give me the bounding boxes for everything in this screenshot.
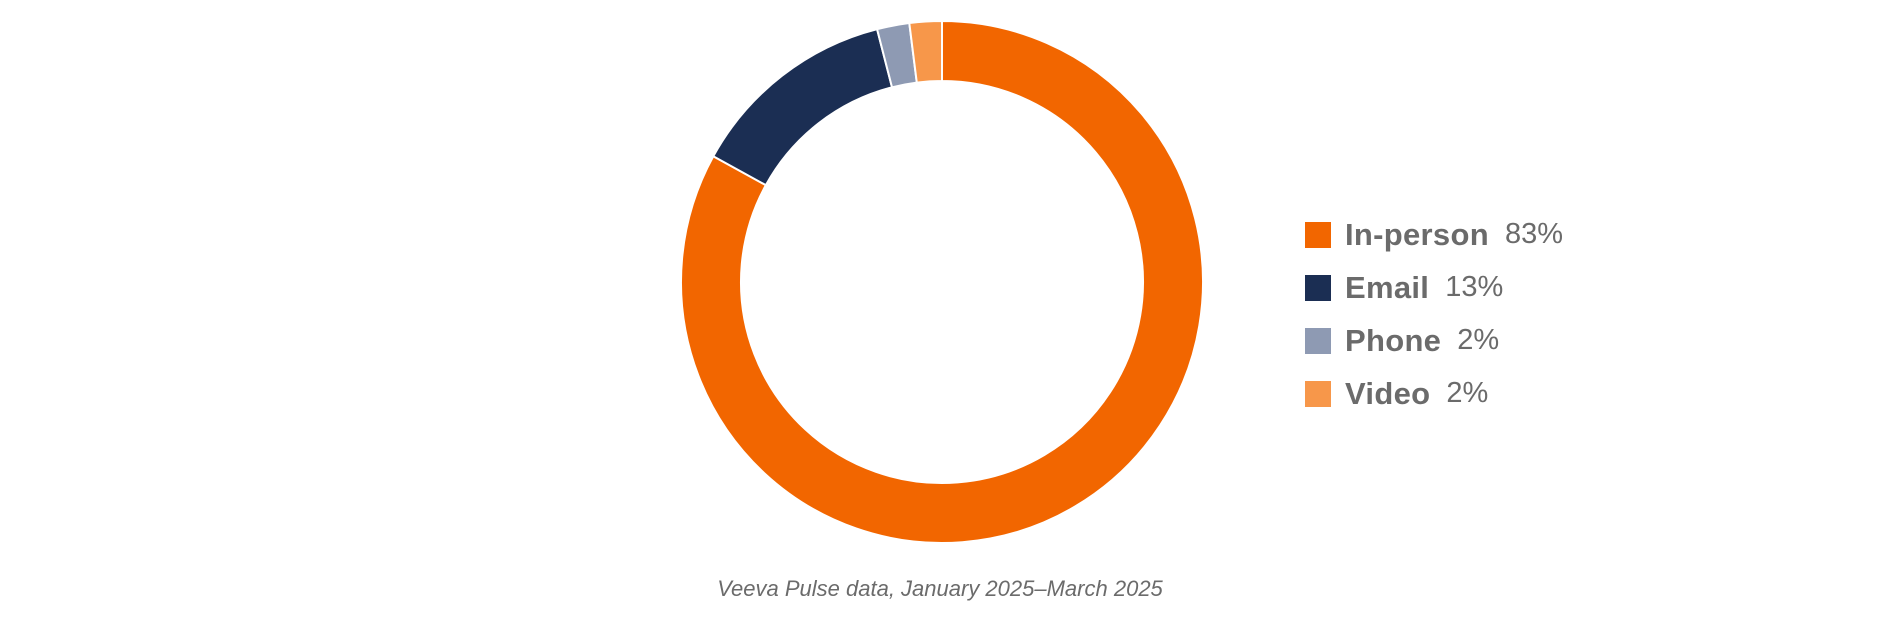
legend-swatch-in-person <box>1305 222 1331 248</box>
legend-swatch-video <box>1305 381 1331 407</box>
legend-value-email: 13% <box>1445 271 1503 304</box>
legend-label-in-person: In-person <box>1345 217 1489 253</box>
donut-slice-email <box>713 29 892 185</box>
legend-value-phone: 2% <box>1457 324 1499 357</box>
legend-value-in-person: 83% <box>1505 218 1563 251</box>
legend-item-email: Email 13% <box>1305 261 1563 314</box>
legend-item-video: Video 2% <box>1305 367 1563 420</box>
legend-label-video: Video <box>1345 376 1430 412</box>
legend-value-video: 2% <box>1446 377 1488 410</box>
legend-swatch-email <box>1305 275 1331 301</box>
legend-label-phone: Phone <box>1345 323 1441 359</box>
legend-item-in-person: In-person 83% <box>1305 208 1563 261</box>
legend-item-phone: Phone 2% <box>1305 314 1563 367</box>
source-note: Veeva Pulse data, January 2025–March 202… <box>0 576 1880 602</box>
legend: In-person 83% Email 13% Phone 2% Video 2… <box>1305 208 1563 420</box>
donut-slices <box>681 21 1203 543</box>
legend-swatch-phone <box>1305 328 1331 354</box>
legend-label-email: Email <box>1345 270 1429 306</box>
